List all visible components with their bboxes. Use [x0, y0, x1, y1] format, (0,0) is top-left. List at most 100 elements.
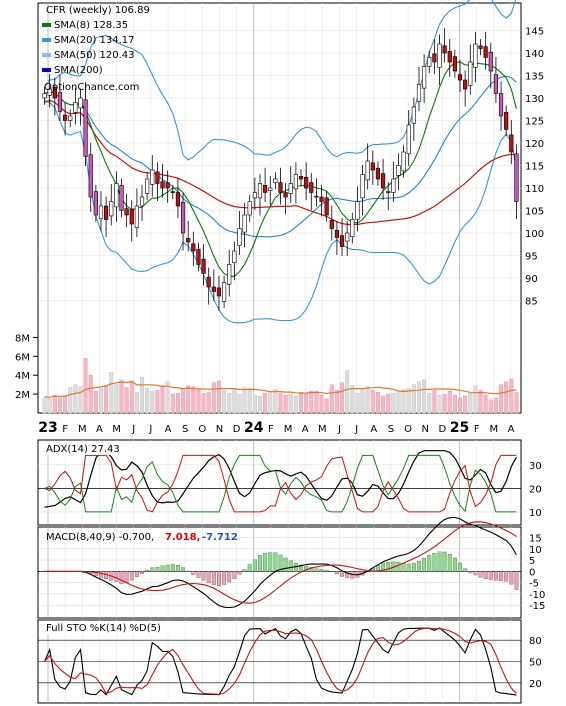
volume-bar: [499, 384, 504, 414]
volume-bar: [391, 392, 396, 414]
volume-bar: [288, 393, 293, 414]
candle-body: [314, 195, 319, 198]
volume-bar: [283, 394, 288, 414]
macd-histogram-bar: [345, 571, 350, 579]
macd-tick-label: 15: [529, 534, 542, 545]
x-tick-label: J: [337, 424, 341, 435]
candle-body: [498, 93, 504, 117]
macd-histogram-bar: [329, 571, 334, 573]
candle-body: [186, 238, 191, 243]
volume-bar: [119, 379, 124, 414]
sma50-line: [44, 99, 517, 225]
macd-histogram-bar: [191, 571, 196, 575]
x-tick-label: A: [508, 424, 515, 435]
candle-body: [78, 97, 83, 109]
candle-body: [380, 173, 386, 189]
macd-histogram-bar: [114, 571, 119, 582]
volume-bar: [186, 385, 191, 414]
macd-histogram-bar: [211, 571, 216, 586]
candle-body: [170, 191, 175, 193]
macd-histogram-bar: [340, 571, 344, 577]
macd-histogram-bar: [401, 563, 406, 572]
macd-tick-label: 10: [529, 545, 542, 556]
adx-legend: ADX(14) 27.43: [46, 444, 120, 455]
adx-line: [44, 450, 517, 508]
candle-body: [416, 84, 422, 102]
candle-body: [437, 43, 442, 68]
volume-bar: [278, 392, 283, 414]
volume-bar: [509, 378, 514, 414]
legend-swatch: [42, 23, 51, 27]
macd-histogram-bar: [493, 571, 498, 581]
candle-body: [422, 66, 427, 89]
volume-bar: [416, 381, 421, 414]
volume-bar: [406, 388, 411, 414]
volume-tick-label: 2M: [15, 390, 30, 401]
volume-bar: [432, 390, 437, 414]
stochastic-d-line: [44, 627, 517, 695]
macd-histogram-bar: [411, 563, 416, 572]
macd-histogram-bar: [509, 571, 514, 585]
candle-body: [232, 250, 237, 263]
macd-histogram-bar: [442, 551, 447, 572]
volume-bar: [196, 389, 201, 414]
candle-body: [386, 191, 391, 193]
price-tick-label: 140: [525, 49, 544, 60]
candle-body: [396, 165, 401, 176]
price-tick-label: 85: [525, 297, 538, 308]
volume-bar: [319, 394, 324, 414]
candle-body: [150, 169, 155, 185]
volume-bar: [237, 393, 242, 414]
price-tick-label: 135: [525, 72, 544, 83]
candle-body: [447, 50, 452, 63]
watermark-text: OptionChance.com: [44, 82, 139, 93]
volume-bar: [447, 391, 452, 414]
macd-legend: MACD(8,40,9) -0.700,: [46, 532, 154, 543]
volume-bar: [350, 385, 355, 414]
volume-bar: [345, 370, 350, 414]
macd-histogram-bar: [258, 555, 262, 572]
x-tick-label: A: [302, 424, 309, 435]
candle-body: [216, 287, 222, 297]
candle-body: [391, 178, 396, 193]
legend-swatch: [42, 68, 51, 72]
macd-tick-label: 5: [529, 556, 535, 567]
volume-bar: [150, 391, 155, 414]
candle-body: [119, 185, 124, 211]
macd-histogram-bar: [299, 564, 303, 572]
volume-bar: [206, 392, 211, 414]
volume-bar: [309, 391, 314, 414]
candle-body: [432, 53, 437, 63]
price-tick-label: 110: [525, 184, 544, 195]
candle-body: [452, 56, 457, 72]
macd-histogram-bar: [237, 571, 242, 575]
macd-histogram-bar: [119, 571, 124, 585]
x-tick-label: S: [182, 424, 188, 435]
x-tick-label: 24: [244, 420, 264, 436]
candle-body: [278, 182, 283, 193]
candle-body: [468, 61, 473, 86]
volume-bar: [427, 392, 432, 414]
volume-bar: [227, 392, 232, 414]
macd-histogram-bar: [252, 559, 257, 572]
candle-body: [457, 74, 463, 81]
volume-bar: [355, 392, 360, 414]
candle-body: [139, 196, 145, 207]
candle-body: [62, 114, 68, 121]
macd-histogram-bar: [314, 568, 319, 572]
macd-histogram-bar: [145, 569, 150, 572]
macd-histogram-bar: [222, 571, 227, 585]
candle-body: [478, 45, 483, 49]
price-tick-label: 95: [525, 252, 538, 263]
volume-bar: [63, 395, 68, 414]
price-tick-label: 105: [525, 207, 544, 218]
volume-bar: [375, 392, 380, 414]
candle-body: [201, 258, 206, 274]
candle-body: [339, 235, 345, 247]
x-tick-label: F: [268, 424, 274, 435]
volume-bar: [175, 392, 180, 414]
x-tick-label: J: [131, 424, 135, 435]
macd-tick-label: -5: [529, 579, 539, 590]
volume-bar: [334, 390, 339, 414]
price-legend-entry: SMA(200): [54, 65, 103, 76]
